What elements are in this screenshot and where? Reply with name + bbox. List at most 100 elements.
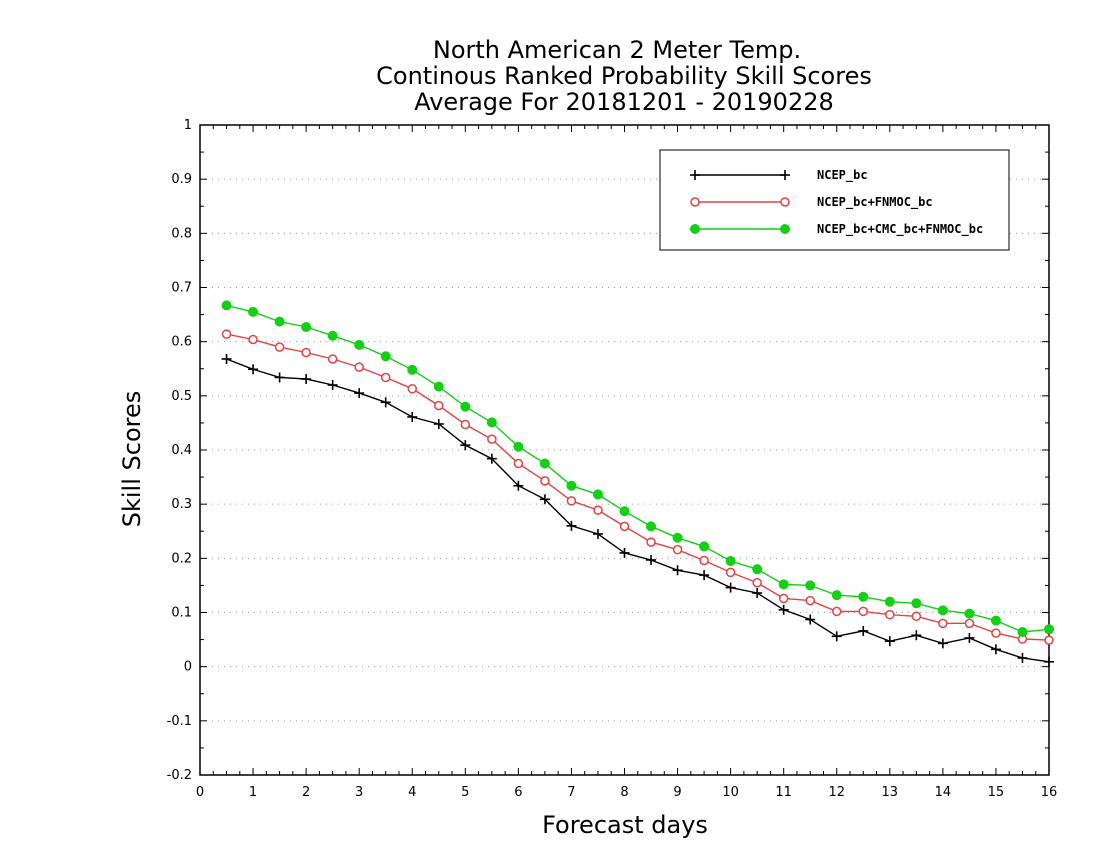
data-point (831, 631, 842, 642)
data-point (646, 537, 656, 547)
data-point (433, 381, 444, 392)
legend-marker (690, 170, 700, 180)
x-tick-label: 7 (567, 785, 575, 800)
data-point (513, 458, 524, 469)
data-point (619, 547, 630, 558)
data-point (858, 625, 869, 636)
y-tick-label: 0.8 (171, 226, 192, 241)
x-tick-label: 9 (673, 785, 681, 800)
x-tick-label: 6 (514, 785, 522, 800)
data-point (327, 330, 338, 341)
y-tick-label: 1 (184, 118, 192, 133)
legend-marker (690, 197, 700, 207)
data-point (619, 506, 630, 517)
data-point (540, 476, 550, 486)
data-point (964, 618, 975, 629)
series-layer (221, 300, 1054, 667)
data-point (938, 618, 948, 629)
data-point (911, 598, 922, 609)
data-point (832, 606, 842, 617)
y-tick-label: 0.2 (171, 551, 192, 566)
legend-marker (780, 170, 790, 180)
y-tick-label: 0.3 (171, 497, 192, 512)
chart-title-line-2: Continous Ranked Probability Skill Score… (376, 62, 872, 90)
data-point (672, 532, 683, 543)
axes: -0.2-0.100.10.20.30.40.50.60.70.80.910 1 2… (167, 118, 1058, 800)
x-tick-label: 15 (988, 785, 1005, 800)
y-axis-title: Skill Scores (118, 391, 146, 528)
data-point (990, 644, 1001, 655)
legend-marker (780, 224, 790, 234)
data-point (699, 570, 710, 581)
data-point (460, 440, 471, 451)
x-tick-label: 11 (775, 785, 792, 800)
data-point (1044, 656, 1054, 667)
data-point (354, 339, 365, 350)
data-point (805, 580, 816, 591)
y-tick-label: 0.6 (171, 335, 192, 350)
y-tick-label: 0.4 (171, 443, 192, 458)
data-point (539, 494, 550, 505)
data-point (593, 505, 603, 515)
data-point (513, 441, 524, 452)
data-point (831, 590, 842, 601)
legend-marker (780, 197, 790, 207)
x-tick-label: 8 (620, 785, 628, 800)
series-line (226, 358, 1050, 663)
data-point (301, 322, 312, 333)
y-tick-label: 0.1 (171, 606, 192, 621)
data-point (407, 411, 418, 422)
legend-marker (690, 224, 700, 234)
data-point (566, 480, 577, 491)
data-point (858, 591, 869, 602)
data-point (1017, 627, 1028, 637)
data-point (885, 609, 895, 620)
data-point (911, 611, 922, 622)
data-point (752, 588, 763, 598)
data-point (327, 380, 338, 390)
data-point (1044, 635, 1054, 645)
data-point (460, 419, 471, 430)
legend-entry: NCEP_bc+FNMOC_bc (690, 195, 933, 210)
data-point (592, 528, 603, 539)
legend-entry: NCEP_bc+CMC_bc+FNMOC_bc (690, 222, 983, 237)
data-point (221, 300, 232, 311)
data-point (592, 489, 603, 500)
chart-title-line-3: Average For 20181201 - 20190228 (414, 88, 834, 116)
data-point (937, 638, 948, 649)
series-1 (221, 329, 1054, 645)
x-tick-label: 13 (882, 785, 899, 800)
data-point (566, 496, 577, 506)
data-point (991, 628, 1001, 638)
y-tick-label: 0.9 (171, 172, 192, 187)
x-tick-label: 3 (355, 785, 363, 800)
data-point (911, 630, 922, 641)
series-line (226, 304, 1050, 633)
data-point (646, 554, 657, 565)
series-line (226, 333, 1050, 641)
data-point (1044, 624, 1054, 635)
data-point (487, 434, 497, 444)
data-point (672, 565, 683, 576)
data-point (964, 632, 975, 643)
data-point (539, 458, 550, 469)
data-point (380, 372, 391, 383)
x-tick-label: 10 (722, 785, 739, 800)
data-point (434, 400, 444, 411)
x-tick-label: 1 (249, 785, 257, 800)
x-tick-label: 12 (828, 785, 845, 800)
series-0 (221, 354, 1054, 667)
data-point (407, 364, 418, 375)
legend-box (659, 149, 1010, 251)
data-point (248, 306, 259, 317)
x-tick-label: 0 (196, 785, 204, 800)
data-point (301, 347, 311, 358)
data-point (274, 316, 285, 327)
x-axis-title: Forecast days (542, 811, 708, 839)
y-tick-label: 0 (184, 660, 192, 675)
y-tick-label: -0.1 (167, 714, 192, 729)
y-tick-label: 0.5 (171, 389, 192, 404)
data-point (778, 604, 789, 615)
